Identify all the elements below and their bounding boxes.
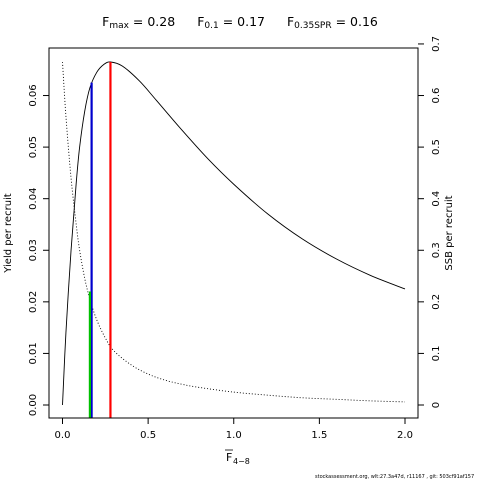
- x-tick-label: 2.0: [397, 430, 413, 441]
- y-right-tick-label: 0.1: [431, 345, 442, 361]
- x-tick-label: 0.0: [55, 430, 71, 441]
- fmax-label: Fmax = 0.28: [102, 14, 176, 31]
- y-left-tick-label: 0.01: [28, 342, 39, 364]
- y-right-tick-label: 0.6: [431, 88, 442, 104]
- yield-per-recruit-line: [62, 61, 406, 406]
- chart-marks: [62, 61, 406, 418]
- footer-note: stockassessment.org, wlt:27.3a47d, r1116…: [315, 474, 475, 480]
- plot-frame: [48, 47, 419, 419]
- f01-label: F0.1 = 0.17: [197, 14, 265, 31]
- y-right-axis-label: SSB per recruit: [444, 195, 455, 270]
- x-axis-label: F: [226, 451, 232, 464]
- y-right-tick-label: 0.5: [431, 139, 442, 155]
- y-right-tick-label: 0.3: [431, 242, 442, 258]
- x-tick-label: 1.0: [226, 430, 242, 441]
- y-left-axis-label: Yield per recruit: [3, 193, 14, 274]
- ssb-per-recruit-line: [62, 61, 406, 403]
- y-right-tick-label: 0.7: [431, 36, 442, 52]
- y-left-tick-label: 0.04: [28, 188, 39, 210]
- f035spr-label: F0.35SPR = 0.16: [286, 14, 378, 31]
- y-right-tick-label: 0.2: [431, 294, 442, 310]
- y-left-tick-label: 0.05: [28, 136, 39, 158]
- y-left-tick-label: 0.00: [28, 394, 39, 416]
- x-tick-label: 0.5: [140, 430, 156, 441]
- y-right-tick-label: 0: [431, 402, 442, 408]
- y-left-tick-label: 0.03: [28, 239, 39, 261]
- x-axis-label-subscript: 4−8: [233, 457, 250, 466]
- chart-axes: 0.0 0.5 1.0 1.5 2.0 0.00 0.01 0.02 0.03 0.04 0.05 0…: [3, 36, 455, 466]
- y-right-tick-label: 0.4: [431, 191, 442, 207]
- y-left-tick-label: 0.06: [28, 84, 39, 106]
- chart-title: Fmax = 0.28 F0.1 = 0.17 F0.35SPR = 0.16: [0, 14, 480, 31]
- x-tick-label: 1.5: [311, 430, 327, 441]
- y-left-tick-label: 0.02: [28, 291, 39, 313]
